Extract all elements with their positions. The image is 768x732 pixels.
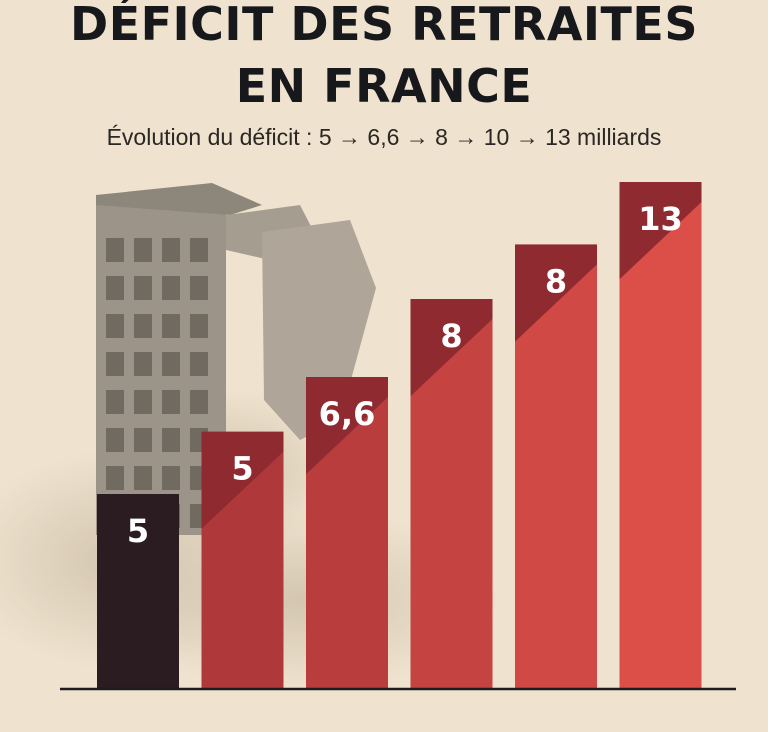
building-window [162, 466, 180, 490]
building-window [190, 390, 208, 414]
bar-5-value-label: 8 [545, 262, 567, 300]
building-window [190, 314, 208, 338]
building-window [134, 276, 152, 300]
building-window [106, 466, 124, 490]
building-window [162, 238, 180, 262]
bar-2 [201, 431, 284, 689]
bar-2-highlight [201, 451, 284, 689]
building-window [134, 466, 152, 490]
building-window [134, 352, 152, 376]
bar-1-value-label: 5 [127, 512, 149, 550]
building-window [106, 428, 124, 452]
building-window [162, 276, 180, 300]
bar-6-highlight [619, 202, 702, 689]
bar-4-value-label: 8 [440, 317, 462, 355]
bar-3-highlight [306, 397, 388, 689]
bar-1 [97, 494, 179, 689]
bar-6-value-label: 13 [638, 200, 683, 238]
chart-subtitle: Évolution du déficit : 5 → 6,6 → 8 → 10 … [106, 124, 662, 150]
bar-4-highlight [410, 319, 493, 689]
building-window [162, 314, 180, 338]
bar-5-highlight [515, 264, 597, 689]
building-window [162, 352, 180, 376]
building-window [162, 390, 180, 414]
building-window [162, 428, 180, 452]
building-window [134, 314, 152, 338]
building-window [106, 238, 124, 262]
building-window [134, 238, 152, 262]
building-window [190, 276, 208, 300]
chart-title-line1: DÉFICIT DES RETRAITES [70, 0, 698, 51]
building-window [134, 390, 152, 414]
bar-2-value-label: 5 [231, 450, 253, 488]
building-window [106, 314, 124, 338]
building-window [190, 238, 208, 262]
building-window [106, 276, 124, 300]
chart-title-line2: EN FRANCE [235, 59, 533, 113]
building-window [134, 428, 152, 452]
building-window [190, 352, 208, 376]
building-window [106, 390, 124, 414]
building-window [106, 352, 124, 376]
bar-3-value-label: 6,6 [319, 395, 376, 433]
